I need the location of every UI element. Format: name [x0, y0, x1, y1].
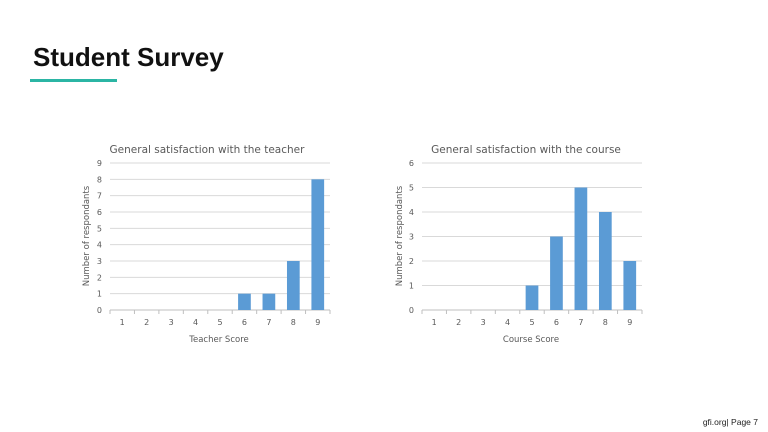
page-footer: gfi.org| Page 7: [703, 417, 758, 427]
teacher-y-tick-label: 3: [97, 257, 102, 266]
course-y-tick-label: 4: [409, 208, 414, 217]
teacher-y-tick-label: 7: [97, 192, 102, 201]
course-y-tick-label: 6: [409, 159, 414, 168]
footer-site: gfi.org: [702, 417, 727, 427]
teacher-x-tick-label: 1: [120, 318, 125, 327]
teacher-y-tick-label: 9: [97, 159, 102, 168]
title-underline: [30, 79, 117, 82]
course-x-tick-label: 1: [432, 318, 437, 327]
course-y-tick-label: 0: [409, 306, 414, 315]
teacher-x-tick-label: 3: [169, 318, 174, 327]
course-x-tick-label: 8: [603, 318, 608, 327]
teacher-y-tick-label: 4: [97, 241, 102, 250]
course-x-tick-label: 2: [456, 318, 461, 327]
teacher-y-tick-label: 1: [97, 290, 102, 299]
course-x-axis-label: Course Score: [503, 335, 559, 345]
teacher-y-axis-label: Number of respondants: [82, 185, 92, 286]
teacher-x-axis-label: Teacher Score: [188, 335, 248, 345]
teacher-y-tick-label: 6: [97, 208, 102, 217]
course-y-axis-label: Number of respondants: [395, 185, 405, 286]
course-y-tick-label: 3: [409, 233, 414, 242]
teacher-x-tick-label: 8: [291, 318, 296, 327]
teacher-bar: [286, 261, 300, 310]
teacher-y-tick-label: 5: [97, 224, 102, 233]
teacher-x-tick-label: 9: [315, 318, 320, 327]
teacher-x-tick-label: 5: [217, 318, 222, 327]
course-bar: [550, 236, 563, 310]
course-y-tick-label: 5: [409, 184, 414, 193]
course-x-tick-label: 9: [627, 318, 632, 327]
teacher-y-tick-label: 2: [97, 273, 102, 282]
course-y-tick-label: 1: [409, 282, 414, 291]
course-chart-title: General satisfaction with the course: [431, 144, 621, 156]
slide-title: Student Survey: [33, 42, 224, 72]
course-x-tick-label: 6: [554, 318, 559, 327]
course-x-tick-label: 7: [578, 318, 583, 327]
teacher-x-tick-label: 7: [266, 318, 271, 327]
footer-separator: |: [726, 417, 729, 427]
course-bar: [574, 187, 588, 310]
course-x-tick-label: 3: [481, 318, 486, 327]
course-bar: [598, 212, 612, 310]
course-bar: [623, 261, 637, 310]
teacher-bar: [262, 293, 276, 310]
teacher-chart-title: General satisfaction with the teacher: [110, 144, 306, 156]
teacher-y-tick-label: 8: [97, 175, 102, 184]
footer-page-label: Page 7: [731, 417, 758, 427]
teacher-x-tick-label: 2: [144, 318, 149, 327]
course-x-tick-label: 4: [505, 318, 510, 327]
course-x-tick-label: 5: [529, 318, 534, 327]
teacher-bar: [311, 179, 325, 310]
course-bar: [525, 285, 539, 310]
teacher-x-tick-label: 4: [193, 318, 198, 327]
teacher-x-tick-label: 6: [242, 318, 247, 327]
teacher-bar: [238, 293, 251, 310]
course-y-tick-label: 2: [409, 257, 414, 266]
teacher-y-tick-label: 0: [97, 306, 102, 315]
